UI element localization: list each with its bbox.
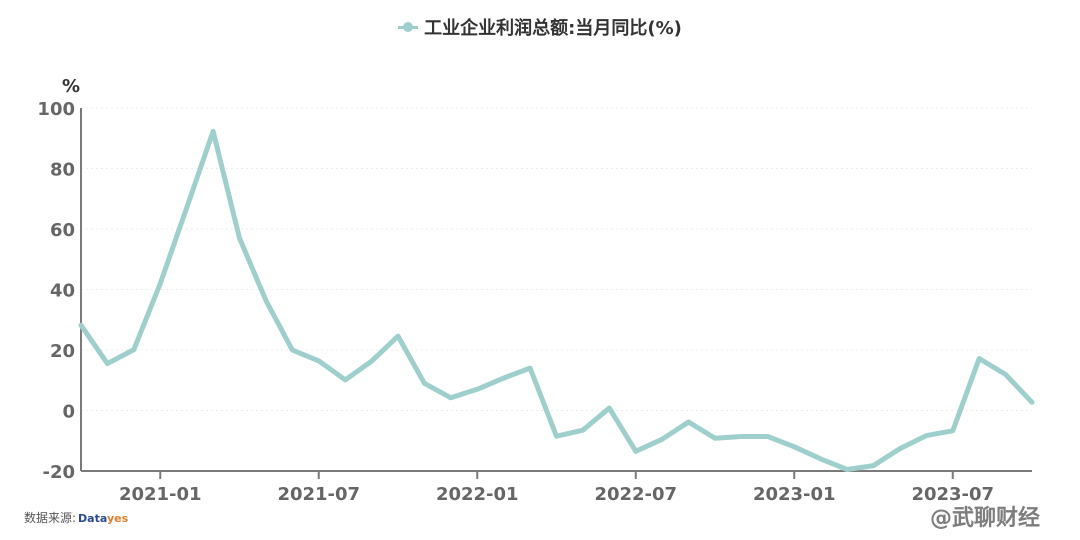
datayes-logo: Datayes <box>78 512 129 525</box>
watermark: @武聊财经 <box>929 506 1040 531</box>
y-tick-label: -20 <box>42 462 75 483</box>
legend-label: 工业企业利润总额:当月同比(%) <box>424 18 682 39</box>
x-tick-label: 2021-01 <box>119 484 202 505</box>
legend[interactable]: 工业企业利润总额:当月同比(%) <box>0 14 1080 40</box>
y-tick-label: 60 <box>50 220 75 241</box>
y-tick-label: 20 <box>50 341 75 362</box>
y-tick-label: 40 <box>50 281 75 302</box>
x-tick-label: 2022-01 <box>436 484 519 505</box>
legend-line-marker-icon <box>398 22 419 32</box>
y-tick-label: 0 <box>62 402 75 423</box>
y-axis-unit-label: % <box>62 76 81 97</box>
source-label: 数据来源: <box>24 511 77 525</box>
legend-item[interactable]: 工业企业利润总额:当月同比(%) <box>398 14 682 40</box>
x-tick-label: 2021-07 <box>277 484 360 505</box>
x-tick-label: 2022-07 <box>594 484 677 505</box>
y-tick-label: 100 <box>37 99 75 120</box>
x-tick-label: 2023-07 <box>911 484 994 505</box>
x-tick-label: 2023-01 <box>753 484 836 505</box>
data-source: 数据来源: Datayes <box>24 509 128 526</box>
y-tick-label: 80 <box>50 160 75 181</box>
series-line <box>78 128 1035 472</box>
